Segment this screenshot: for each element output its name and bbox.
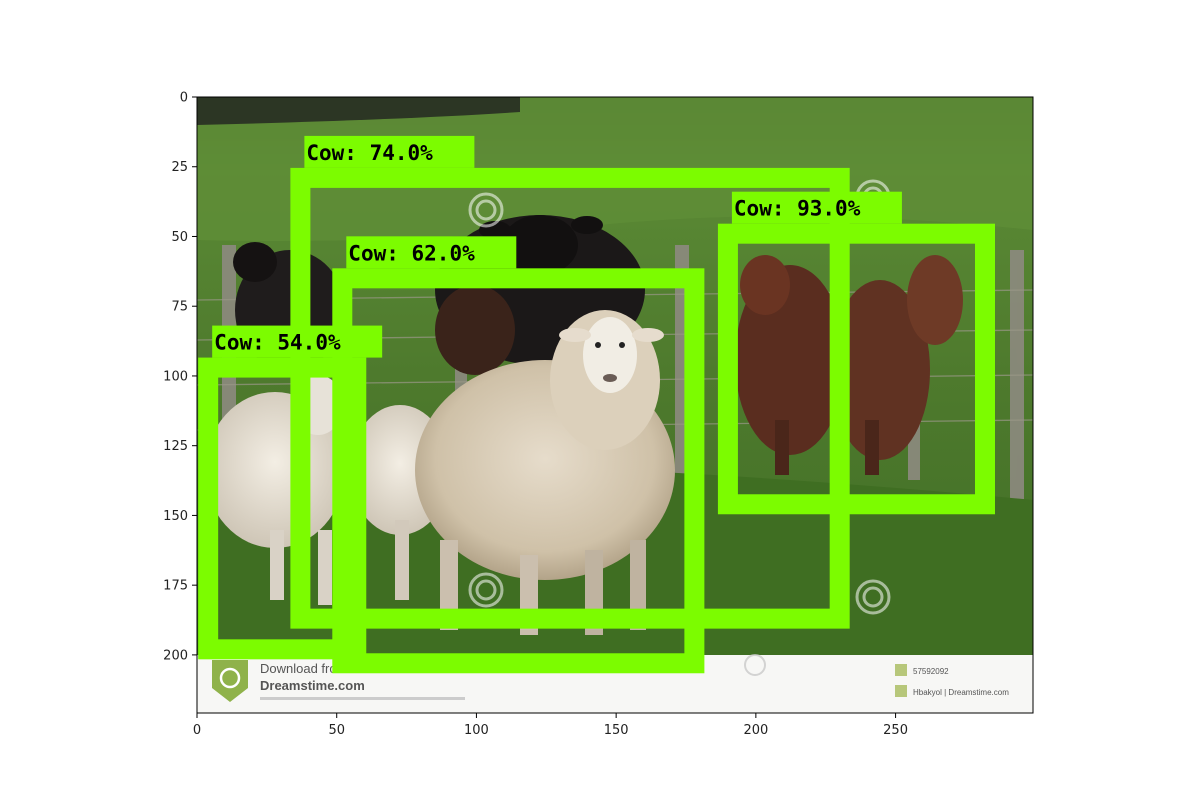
y-tick-label: 25 <box>171 160 188 175</box>
detection-label: Cow: 93.0% <box>734 197 861 221</box>
x-tick-label: 50 <box>328 723 345 738</box>
detection-label-bg <box>304 135 475 168</box>
y-tick-label: 75 <box>171 300 188 315</box>
x-tick-label: 250 <box>883 723 908 738</box>
detection-box-outline <box>332 268 705 674</box>
detection-label: Cow: 54.0% <box>214 331 341 355</box>
detection-box: Cow: 62.0% <box>332 236 705 674</box>
y-tick-label: 50 <box>171 230 188 245</box>
x-tick-label: 200 <box>743 723 768 738</box>
y-tick-label: 150 <box>163 509 188 524</box>
detection-box-outline <box>290 167 850 629</box>
x-tick-label: 100 <box>464 723 489 738</box>
detection-box-outline <box>717 223 995 515</box>
y-tick-label: 125 <box>163 439 188 454</box>
detection-label: Cow: 74.0% <box>306 141 433 165</box>
detection-label-bg <box>731 191 902 224</box>
y-axis: 0 25 50 75 100 125 150 175 200 <box>163 91 197 663</box>
detection-label-bg <box>212 325 383 358</box>
detection-label: Cow: 62.0% <box>348 241 475 265</box>
x-tick-label: 0 <box>193 723 201 738</box>
x-tick-label: 150 <box>604 723 629 738</box>
y-tick-label: 0 <box>180 91 188 106</box>
watermark-line1: Download from <box>260 661 347 676</box>
watermark-id: 57592092 <box>913 667 949 676</box>
detection-box: Cow: 54.0% <box>198 325 383 660</box>
detections-layer: Cow: 74.0% Cow: 62.0% Cow: 54.0% Cow: 93.0% <box>198 135 995 674</box>
y-tick-label: 100 <box>163 369 188 384</box>
detection-box: Cow: 93.0% <box>717 191 995 515</box>
detection-box: Cow: 74.0% <box>290 135 850 629</box>
watermark-line2: Dreamstime.com <box>260 678 365 693</box>
y-tick-label: 200 <box>163 648 188 663</box>
detection-label-bg <box>346 236 517 269</box>
detection-box-outline <box>198 357 367 660</box>
y-tick-label: 175 <box>163 579 188 594</box>
watermark-credit: Hbakyol | Dreamstime.com <box>913 688 1009 697</box>
axes-frame <box>196 96 1034 714</box>
x-axis: 0 50 100 150 200 250 <box>193 713 908 738</box>
